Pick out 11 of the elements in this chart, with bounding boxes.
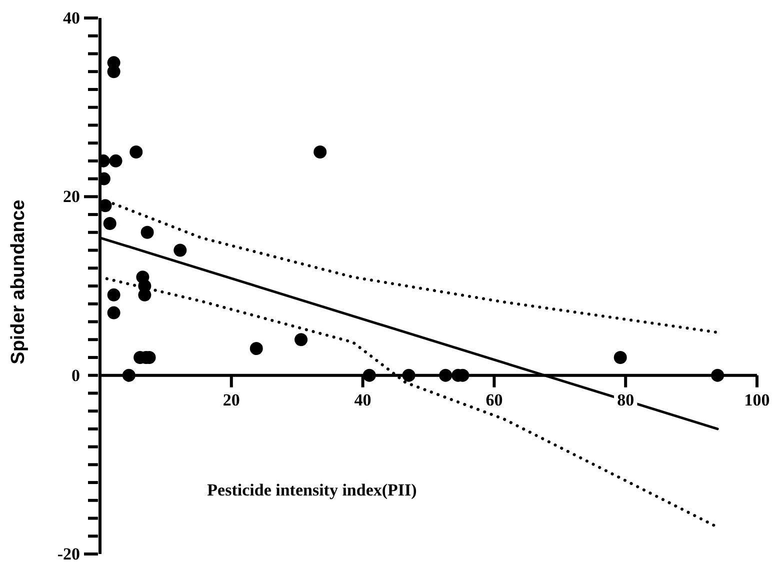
x-tick-label: 80 (617, 390, 634, 410)
x-tick-label: 100 (744, 390, 770, 410)
y-tick-label: 0 (72, 366, 80, 385)
x-tick-label: 20 (222, 390, 240, 410)
y-tick-label: 20 (63, 187, 80, 206)
y-axis-title: Spider abundance (8, 200, 29, 364)
y-tick-label: 40 (63, 8, 80, 28)
y-tick-label: -20 (57, 544, 80, 564)
x-axis-title: Pesticide intensity index(PII) (207, 480, 417, 500)
x-tick-label: 40 (354, 390, 372, 410)
x-tick-label: 60 (486, 390, 503, 410)
